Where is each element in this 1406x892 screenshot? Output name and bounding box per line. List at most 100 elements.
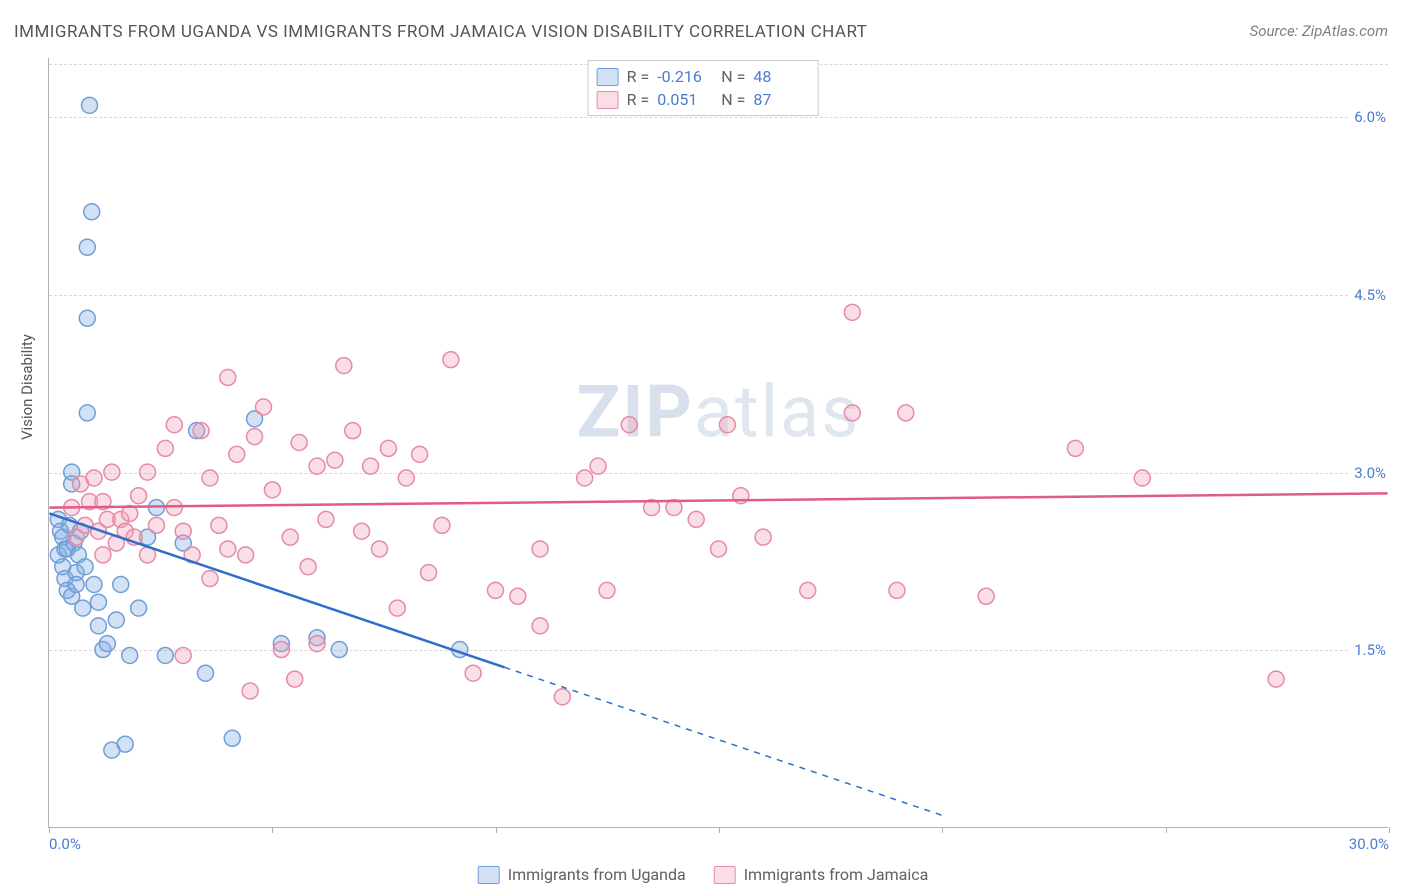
legend-row: R = -0.216 N = 48 [597, 65, 810, 88]
x-tick-label: 0.0% [49, 835, 81, 853]
x-tick [942, 827, 943, 833]
chart-title: IMMIGRANTS FROM UGANDA VS IMMIGRANTS FRO… [14, 22, 867, 42]
chart-container: IMMIGRANTS FROM UGANDA VS IMMIGRANTS FRO… [0, 0, 1406, 892]
scatter-point [202, 470, 218, 486]
scatter-point [889, 582, 905, 598]
x-tick [1389, 827, 1390, 833]
scatter-point [510, 588, 526, 604]
x-tick [496, 827, 497, 833]
trend-line-extrapolated [504, 667, 941, 815]
scatter-point [363, 458, 379, 474]
scatter-point [68, 576, 84, 592]
scatter-point [309, 636, 325, 652]
scatter-point [117, 736, 133, 752]
scatter-point [238, 547, 254, 563]
scatter-point [79, 310, 95, 326]
legend-r-value: -0.216 [657, 67, 713, 86]
scatter-point [389, 600, 405, 616]
scatter-point [287, 671, 303, 687]
scatter-point [224, 730, 240, 746]
scatter-point [1067, 440, 1083, 456]
scatter-point [131, 488, 147, 504]
scatter-point [113, 576, 129, 592]
legend-correlation: R = -0.216 N = 48 R = 0.051 N = 87 [588, 60, 819, 116]
scatter-point [90, 618, 106, 634]
scatter-point [354, 523, 370, 539]
y-axis-title: Vision Disability [18, 334, 36, 440]
scatter-point [532, 541, 548, 557]
scatter-point [590, 458, 606, 474]
scatter-point [844, 304, 860, 320]
x-tick [49, 827, 50, 833]
scatter-point [148, 517, 164, 533]
scatter-point [273, 642, 289, 658]
scatter-point [554, 689, 570, 705]
legend-n-label: N = [721, 90, 745, 109]
chart-svg [49, 58, 1388, 827]
scatter-point [487, 582, 503, 598]
scatter-point [309, 458, 325, 474]
scatter-point [434, 517, 450, 533]
scatter-point [711, 541, 727, 557]
scatter-point [621, 417, 637, 433]
scatter-point [327, 452, 343, 468]
scatter-point [755, 529, 771, 545]
scatter-point [79, 239, 95, 255]
scatter-point [202, 571, 218, 587]
plot-area: ZIPatlas 1.5%3.0%4.5%6.0%0.0%30.0% [48, 58, 1388, 828]
scatter-point [220, 369, 236, 385]
x-tick [1166, 827, 1167, 833]
legend-r-value: 0.051 [657, 90, 713, 109]
scatter-point [157, 440, 173, 456]
scatter-point [140, 464, 156, 480]
x-tick [719, 827, 720, 833]
legend-n-value: 48 [753, 67, 809, 86]
legend-n-value: 87 [753, 90, 809, 109]
scatter-point [86, 576, 102, 592]
scatter-point [1134, 470, 1150, 486]
legend-series-item: Immigrants from Uganda [478, 865, 686, 884]
legend-r-label: R = [627, 67, 650, 86]
scatter-point [82, 97, 98, 113]
scatter-point [300, 559, 316, 575]
scatter-point [90, 594, 106, 610]
scatter-point [800, 582, 816, 598]
scatter-point [242, 683, 258, 699]
scatter-point [198, 665, 214, 681]
scatter-point [380, 440, 396, 456]
scatter-point [688, 511, 704, 527]
scatter-point [247, 429, 263, 445]
scatter-point [412, 446, 428, 462]
scatter-point [122, 647, 138, 663]
scatter-point [719, 417, 735, 433]
legend-swatch [478, 866, 500, 884]
scatter-point [264, 482, 280, 498]
legend-n-label: N = [721, 67, 745, 86]
scatter-point [86, 470, 102, 486]
legend-swatch [597, 68, 619, 86]
scatter-point [99, 636, 115, 652]
scatter-point [421, 565, 437, 581]
scatter-point [256, 399, 272, 415]
scatter-point [345, 423, 361, 439]
scatter-point [108, 612, 124, 628]
legend-series-name: Immigrants from Uganda [508, 865, 686, 884]
scatter-point [75, 600, 91, 616]
trend-line [49, 493, 1387, 507]
scatter-point [282, 529, 298, 545]
scatter-point [331, 642, 347, 658]
legend-swatch [597, 91, 619, 109]
scatter-point [443, 352, 459, 368]
legend-swatch [714, 866, 736, 884]
scatter-point [844, 405, 860, 421]
scatter-point [371, 541, 387, 557]
scatter-point [157, 647, 173, 663]
legend-r-label: R = [627, 90, 650, 109]
scatter-point [193, 423, 209, 439]
scatter-point [898, 405, 914, 421]
scatter-point [131, 600, 147, 616]
scatter-point [95, 547, 111, 563]
scatter-point [77, 559, 93, 575]
scatter-point [532, 618, 548, 634]
scatter-point [104, 464, 120, 480]
